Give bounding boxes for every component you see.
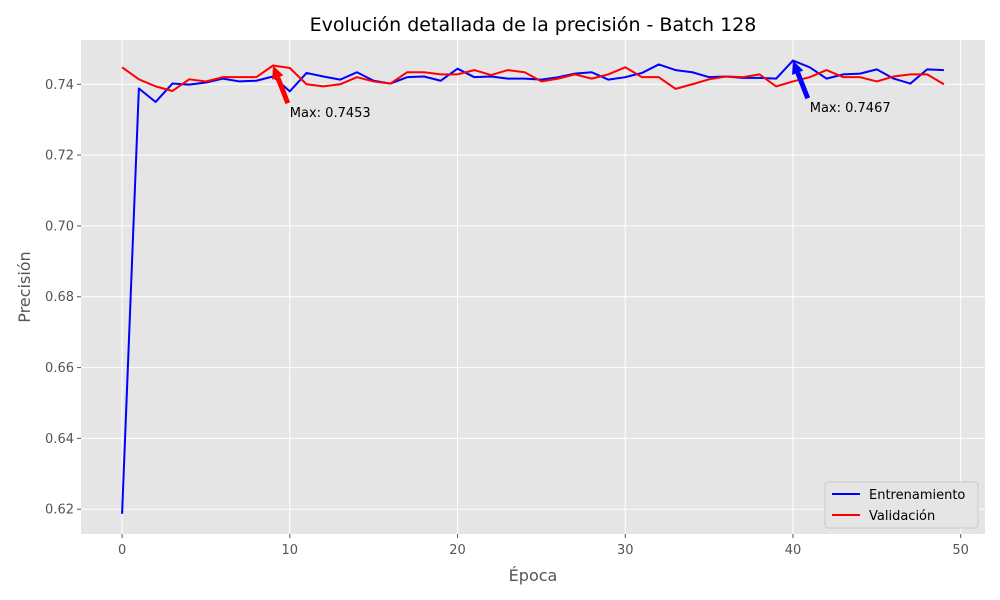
x-tick-label: 20 <box>449 543 466 558</box>
series-line-entrenamiento <box>121 59 944 514</box>
y-tick-label: 0.68 <box>45 290 74 305</box>
y-tick-label: 0.62 <box>45 503 74 518</box>
legend: Entrenamiento Validación <box>824 481 979 529</box>
annotation-arrow-head <box>792 60 804 75</box>
chart-title: Evolución detallada de la precisión - Ba… <box>310 14 757 36</box>
x-axis-ticks: 0 10 20 30 40 50 <box>118 534 969 558</box>
series-line-validacion <box>121 64 945 92</box>
annotation-arrow-head <box>272 65 284 80</box>
annotation-label: Max: 0.7467 <box>810 101 891 116</box>
x-tick-label: 40 <box>785 543 802 558</box>
series-group <box>121 59 945 514</box>
x-tick-label: 50 <box>952 543 969 558</box>
y-tick-label: 0.66 <box>45 361 74 376</box>
legend-label-validacion: Validación <box>869 509 935 524</box>
annotation-label: Max: 0.7453 <box>290 106 371 121</box>
x-tick-label: 30 <box>617 543 634 558</box>
y-tick-label: 0.70 <box>45 219 74 234</box>
y-axis-label: Precisión <box>15 251 34 322</box>
annotation-arrow-shaft <box>795 71 811 100</box>
legend-label-entrenamiento: Entrenamiento <box>869 488 965 503</box>
legend-box <box>824 481 979 529</box>
plot-area <box>81 40 985 534</box>
x-tick-label: 0 <box>118 543 126 558</box>
y-tick-label: 0.64 <box>45 432 74 447</box>
annotation-arrow-shaft <box>275 76 291 105</box>
y-tick-label: 0.74 <box>45 78 74 93</box>
y-axis-ticks: 0.62 0.64 0.66 0.68 0.70 0.72 0.74 <box>45 78 81 518</box>
y-tick-label: 0.72 <box>45 149 74 164</box>
x-axis-label: Época <box>509 566 558 585</box>
x-tick-label: 10 <box>282 543 299 558</box>
annotations: Max: 0.7453 Max: 0.7467 <box>272 60 891 121</box>
